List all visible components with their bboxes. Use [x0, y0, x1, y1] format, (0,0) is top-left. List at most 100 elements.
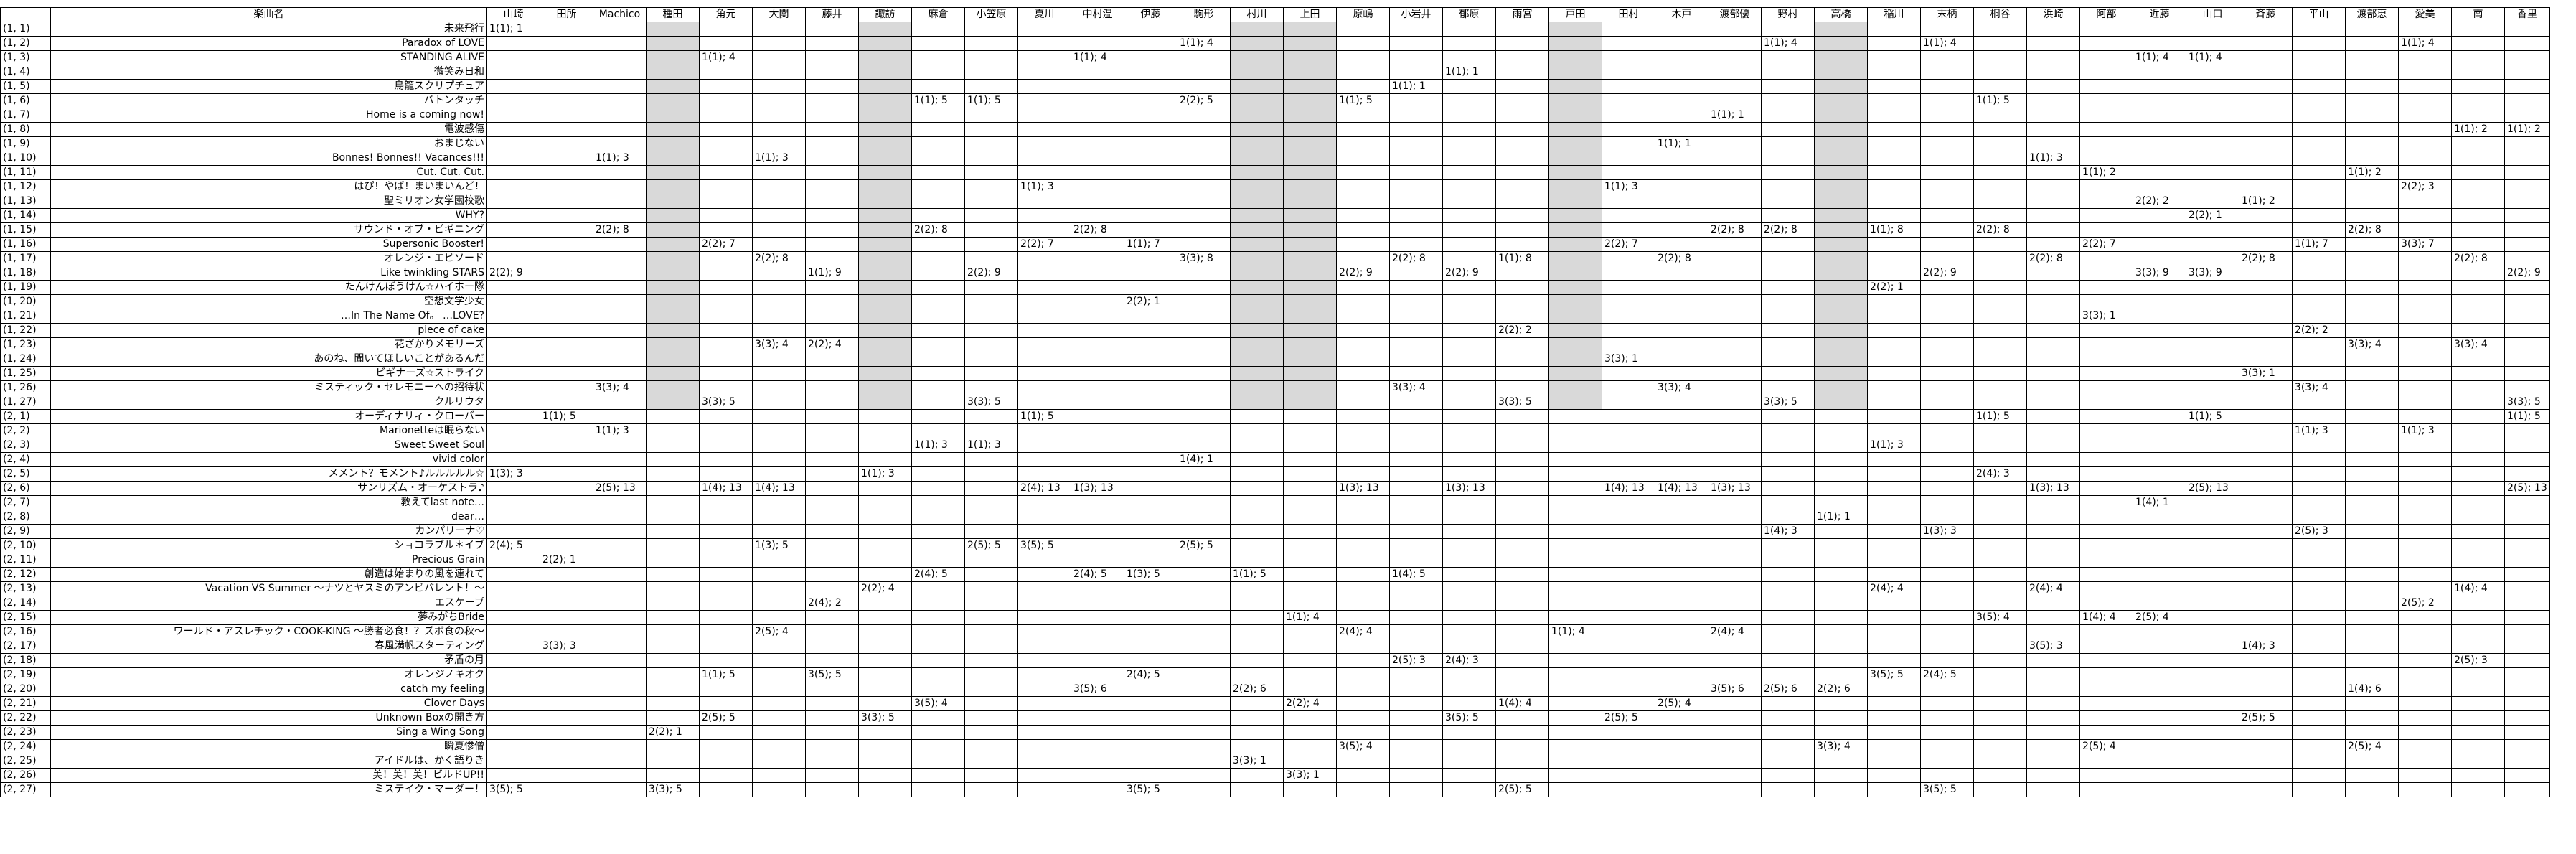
assignment-cell	[1814, 581, 1868, 596]
assignment-cell	[1761, 495, 1815, 510]
assignment-cell	[2292, 122, 2346, 137]
assignment-cell	[1283, 581, 1337, 596]
assignment-cell	[1017, 438, 1071, 453]
assignment-cell	[646, 50, 700, 65]
assignment-cell	[911, 667, 965, 682]
assignment-cell	[2133, 337, 2186, 352]
assignment-cell	[2026, 423, 2080, 438]
song-title-cell: Paradox of LOVE	[50, 36, 487, 51]
assignment-cell	[911, 280, 965, 295]
assignment-cell: 1(1); 8	[1495, 251, 1549, 266]
assignment-cell	[2239, 725, 2293, 740]
assignment-cell	[1708, 380, 1762, 395]
assignment-cell	[1442, 151, 1496, 166]
assignment-cell	[593, 337, 647, 352]
assignment-cell	[1017, 93, 1071, 108]
assignment-cell	[1602, 567, 1655, 582]
assignment-cell	[2133, 251, 2186, 266]
assignment-cell	[1336, 495, 1390, 510]
assignment-cell	[1124, 409, 1177, 424]
assignment-cell	[1442, 624, 1496, 639]
assignment-cell	[1655, 352, 1708, 367]
row-index: (2, 18)	[0, 653, 51, 668]
assignment-cell	[1389, 423, 1443, 438]
assignment-cell: 2(2); 1	[1124, 294, 1177, 309]
assignment-cell	[699, 768, 753, 783]
assignment-cell	[1920, 50, 1974, 65]
assignment-cell	[1177, 309, 1231, 324]
assignment-cell	[1495, 739, 1549, 754]
assignment-cell	[1761, 65, 1815, 80]
assignment-cell: 3(3); 4	[2451, 337, 2505, 352]
assignment-cell	[1761, 538, 1815, 553]
assignment-cell	[593, 682, 647, 697]
assignment-cell	[2451, 380, 2505, 395]
assignment-cell	[858, 653, 912, 668]
assignment-cell	[2186, 251, 2239, 266]
assignment-cell	[1655, 653, 1708, 668]
assignment-cell	[1761, 151, 1815, 166]
assignment-cell	[1761, 122, 1815, 137]
assignment-cell	[1071, 208, 1124, 223]
table-row: (2, 19) オレンジノキオク 1(1); 5 3(5); 5 2(4); 5 3(5)…	[0, 667, 2550, 682]
assignment-cell	[2079, 481, 2133, 496]
assignment-cell	[1230, 452, 1284, 467]
assignment-cell	[2398, 208, 2452, 223]
assignment-cell	[2079, 725, 2133, 740]
assignment-cell	[2504, 65, 2550, 80]
member-header: Machico	[593, 7, 647, 22]
assignment-cell	[699, 696, 753, 711]
assignment-cell	[540, 366, 593, 381]
assignment-cell	[752, 22, 806, 37]
assignment-cell	[2345, 553, 2399, 568]
assignment-cell	[2451, 524, 2505, 539]
assignment-cell	[1017, 395, 1071, 410]
assignment-cell	[1442, 782, 1496, 797]
assignment-cell	[2398, 553, 2452, 568]
assignment-cell: 2(2); 8	[1389, 251, 1443, 266]
assignment-cell	[1708, 22, 1762, 37]
assignment-cell	[1708, 93, 1762, 108]
assignment-cell	[1071, 739, 1124, 754]
assignment-cell	[646, 510, 700, 525]
assignment-cell	[486, 93, 540, 108]
assignment-cell	[2345, 352, 2399, 367]
table-row: (1, 27) クルリウタ 3(3); 5 3(3); 5 3(3); 5 3(3); 5…	[0, 395, 2550, 410]
assignment-cell	[1761, 510, 1815, 525]
assignment-cell	[964, 22, 1018, 37]
assignment-cell	[752, 610, 806, 625]
assignment-cell	[1973, 165, 2027, 180]
assignment-cell: 2(4); 4	[1708, 624, 1762, 639]
song-title-cell: Cut. Cut. Cut.	[50, 165, 487, 180]
assignment-cell	[858, 50, 912, 65]
assignment-cell	[1442, 93, 1496, 108]
assignment-cell	[699, 222, 753, 238]
assignment-cell: 2(5); 4	[752, 624, 806, 639]
assignment-cell	[2186, 366, 2239, 381]
assignment-cell	[805, 754, 859, 769]
assignment-cell	[1389, 395, 1443, 410]
assignment-cell	[646, 754, 700, 769]
assignment-cell	[2451, 438, 2505, 453]
assignment-cell	[486, 725, 540, 740]
assignment-cell	[1124, 151, 1177, 166]
assignment-cell	[1602, 466, 1655, 482]
assignment-cell: 3(3); 1	[2079, 309, 2133, 324]
assignment-cell	[1124, 222, 1177, 238]
assignment-cell	[911, 108, 965, 123]
assignment-cell	[1017, 653, 1071, 668]
assignment-cell: 1(3); 3	[486, 466, 540, 482]
assignment-cell	[1708, 581, 1762, 596]
assignment-cell: 2(2); 8	[1071, 222, 1124, 238]
assignment-cell	[1336, 782, 1390, 797]
assignment-cell	[1283, 538, 1337, 553]
assignment-cell: 2(4); 5	[1124, 667, 1177, 682]
assignment-cell	[1548, 36, 1602, 51]
assignment-cell: 2(4); 4	[1336, 624, 1390, 639]
assignment-cell	[1177, 266, 1231, 281]
assignment-cell	[540, 581, 593, 596]
assignment-cell	[752, 438, 806, 453]
assignment-cell	[805, 524, 859, 539]
assignment-cell	[911, 481, 965, 496]
assignment-cell	[646, 438, 700, 453]
